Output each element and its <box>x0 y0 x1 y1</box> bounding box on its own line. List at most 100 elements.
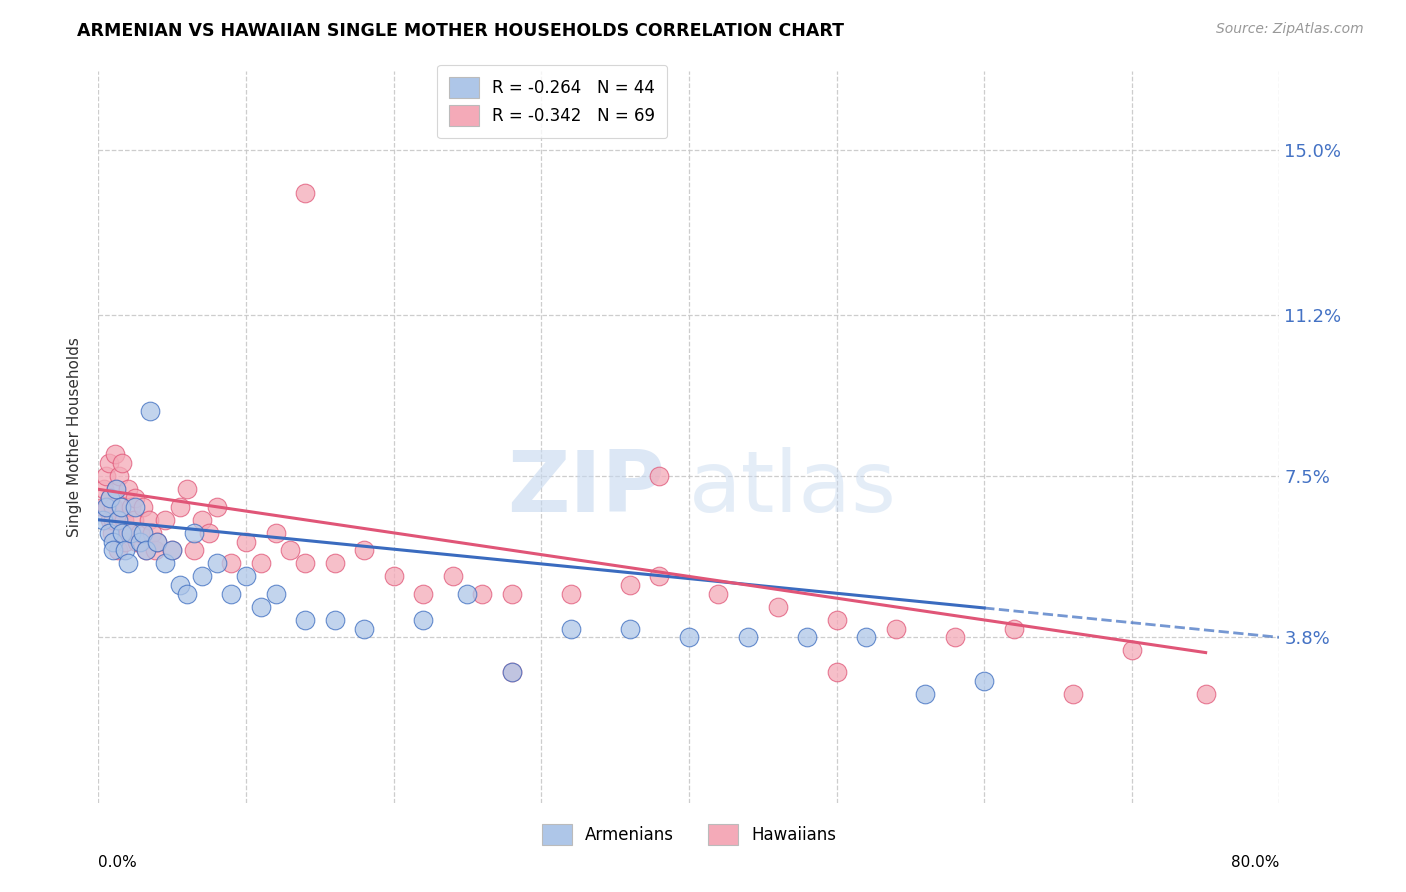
Point <box>124 500 146 514</box>
Point <box>107 513 129 527</box>
Point <box>707 587 730 601</box>
Point <box>235 569 257 583</box>
Point <box>560 587 582 601</box>
Point <box>943 631 966 645</box>
Point <box>122 513 145 527</box>
Point <box>191 569 214 583</box>
Point <box>94 469 117 483</box>
Point <box>128 525 150 540</box>
Point <box>146 534 169 549</box>
Text: atlas: atlas <box>689 447 897 530</box>
Point <box>153 557 176 571</box>
Point <box>457 587 479 601</box>
Point <box>111 525 134 540</box>
Point <box>97 525 120 540</box>
Point <box>205 557 228 571</box>
Point <box>162 543 183 558</box>
Point <box>441 569 464 583</box>
Point <box>855 631 877 645</box>
Point <box>250 599 273 614</box>
Point <box>619 622 641 636</box>
Point <box>138 513 160 527</box>
Point <box>382 569 405 583</box>
Point <box>107 543 129 558</box>
Point <box>105 483 128 497</box>
Point <box>132 525 155 540</box>
Point <box>108 469 131 483</box>
Point <box>1121 643 1143 657</box>
Point <box>1002 622 1025 636</box>
Point <box>169 578 191 592</box>
Point <box>619 578 641 592</box>
Point <box>191 513 214 527</box>
Point <box>94 500 117 514</box>
Point <box>135 543 157 558</box>
Point <box>117 557 139 571</box>
Text: 0.0%: 0.0% <box>98 855 138 870</box>
Point <box>111 456 134 470</box>
Point <box>91 513 114 527</box>
Text: ZIP: ZIP <box>508 447 665 530</box>
Point <box>97 456 120 470</box>
Point <box>205 500 228 514</box>
Point <box>120 525 142 540</box>
Point <box>100 525 122 540</box>
Point <box>412 587 434 601</box>
Point <box>501 587 523 601</box>
Point <box>124 491 146 505</box>
Point <box>323 557 346 571</box>
Point <box>128 534 150 549</box>
Point <box>103 500 125 514</box>
Point <box>1195 687 1218 701</box>
Text: ARMENIAN VS HAWAIIAN SINGLE MOTHER HOUSEHOLDS CORRELATION CHART: ARMENIAN VS HAWAIIAN SINGLE MOTHER HOUSE… <box>77 22 845 40</box>
Text: Source: ZipAtlas.com: Source: ZipAtlas.com <box>1216 22 1364 37</box>
Point <box>176 587 198 601</box>
Point <box>560 622 582 636</box>
Point <box>103 543 125 558</box>
Point <box>98 513 121 527</box>
Point <box>139 404 162 418</box>
Point <box>114 543 136 558</box>
Point <box>104 448 127 462</box>
Point <box>96 500 118 514</box>
Point <box>117 525 139 540</box>
Point <box>103 534 125 549</box>
Point <box>648 469 671 483</box>
Point <box>1062 687 1084 701</box>
Point <box>117 483 139 497</box>
Point <box>91 500 114 514</box>
Point <box>103 513 125 527</box>
Point <box>110 500 132 514</box>
Point <box>125 534 148 549</box>
Point <box>501 665 523 680</box>
Point <box>141 525 163 540</box>
Point <box>501 665 523 680</box>
Point <box>107 513 129 527</box>
Point <box>221 557 243 571</box>
Point <box>93 483 115 497</box>
Point <box>648 569 671 583</box>
Point <box>98 491 121 505</box>
Y-axis label: Single Mother Households: Single Mother Households <box>67 337 83 537</box>
Text: 80.0%: 80.0% <box>1232 855 1279 870</box>
Point <box>471 587 494 601</box>
Point <box>198 525 221 540</box>
Point <box>737 631 759 645</box>
Point <box>146 534 169 549</box>
Point <box>884 622 907 636</box>
Point <box>796 631 818 645</box>
Point <box>250 557 273 571</box>
Point <box>280 543 302 558</box>
Legend: Armenians, Hawaiians: Armenians, Hawaiians <box>530 812 848 856</box>
Point <box>264 525 287 540</box>
Point <box>110 500 132 514</box>
Point <box>235 534 257 549</box>
Point <box>353 622 375 636</box>
Point <box>162 543 183 558</box>
Point <box>914 687 936 701</box>
Point <box>825 665 848 680</box>
Point <box>176 483 198 497</box>
Point <box>294 557 316 571</box>
Point <box>221 587 243 601</box>
Point <box>294 613 316 627</box>
